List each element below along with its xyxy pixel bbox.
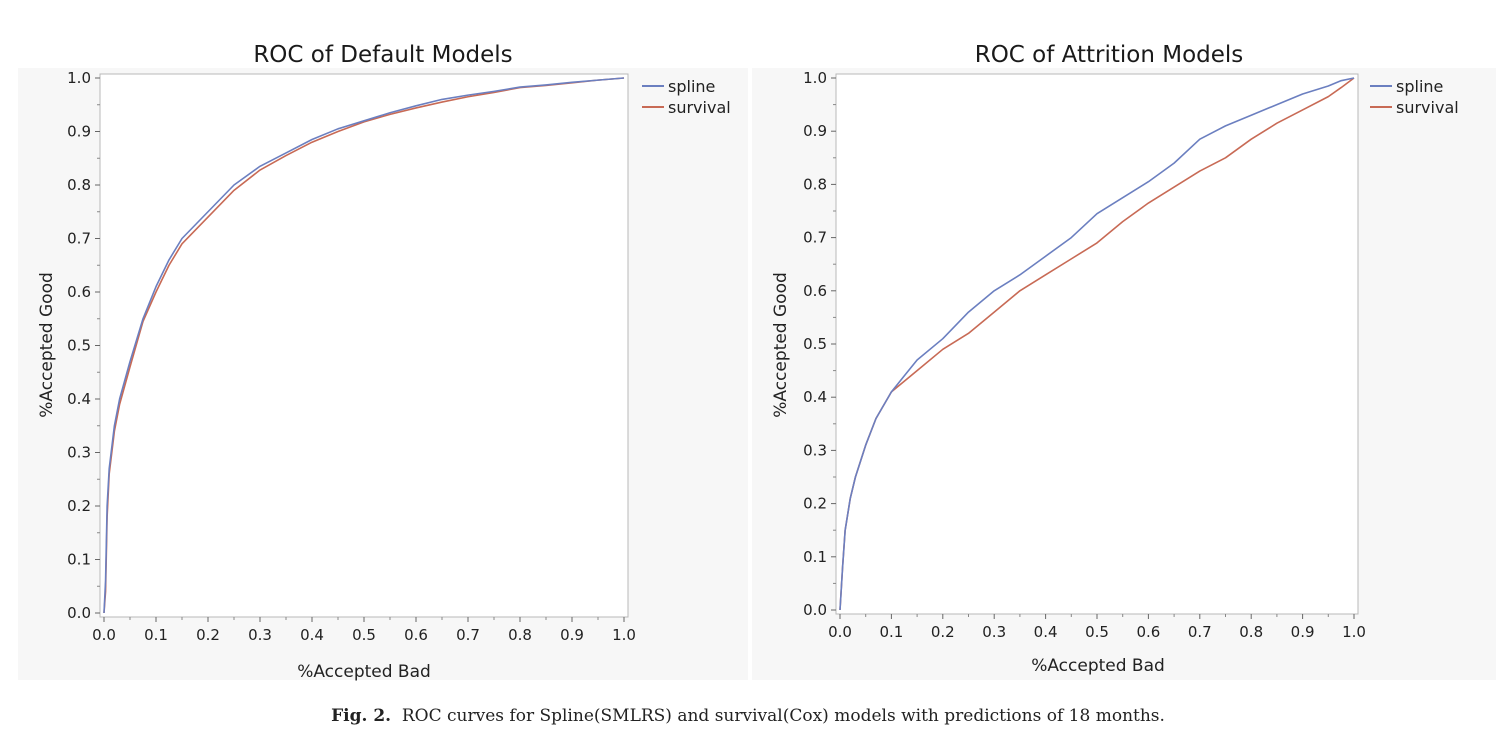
x-tick-label: 0.9 [560,626,584,644]
figure-caption: Fig. 2. ROC curves for Spline(SMLRS) and… [0,706,1496,726]
x-tick-label: 0.1 [144,626,168,644]
y-tick-label: 0.0 [67,604,91,622]
y-tick-label: 0.4 [67,390,91,408]
figure-caption-label: Fig. 2. [331,706,392,726]
y-tick-label: 0.8 [803,175,827,193]
y-axis-label: %Accepted Good [771,272,791,418]
y-tick-label: 0.6 [803,282,827,300]
y-tick-label: 0.7 [803,229,827,247]
x-tick-label: 1.0 [612,626,636,644]
y-tick-label: 0.2 [803,495,827,513]
y-tick-label: 0.4 [803,388,827,406]
roc-attrition-chart: ROC of Attrition Models 0.0 0.1 0.2 0.3 0.4 0.… [752,42,1496,680]
legend-label-survival: survival [668,98,731,117]
x-axis-label: %Accepted Bad [297,662,431,682]
plot-area [99,73,629,618]
y-tick-label: 0.9 [803,122,827,140]
y-tick-label: 1.0 [67,69,91,87]
x-tick-label: 0.0 [828,623,852,641]
chart-panel-default: ROC of Default Models 0.0 0.1 0.2 0.3 0.4 0.5 0… [18,0,748,690]
y-tick-label: 1.0 [803,69,827,87]
y-tick-label: 0.7 [67,230,91,248]
x-tick-label: 0.7 [1188,623,1212,641]
y-tick-label: 0.6 [67,283,91,301]
legend-label-spline: spline [668,77,715,96]
chart-title: ROC of Attrition Models [975,42,1244,68]
y-axis-label: %Accepted Good [37,272,57,418]
series-line-spline [839,77,1355,611]
roc-default-chart: ROC of Default Models 0.0 0.1 0.2 0.3 0.4 0.5 0… [18,42,748,682]
y-tick-label: 0.3 [67,444,91,462]
x-tick-label: 0.4 [300,626,324,644]
x-tick-label: 0.2 [196,626,220,644]
series-line-spline [103,77,625,614]
figure-caption-text: ROC curves for Spline(SMLRS) and surviva… [401,706,1165,726]
x-tick-label: 0.5 [352,626,376,644]
y-tick-label: 0.1 [67,551,91,569]
x-tick-label: 0.4 [1034,623,1058,641]
chart-panel-attrition: ROC of Attrition Models 0.0 0.1 0.2 0.3 0.4 0.… [752,0,1496,690]
y-tick-label: 0.2 [67,497,91,515]
plot-area [835,73,1359,615]
x-tick-label: 0.8 [1239,623,1263,641]
x-tick-label: 0.6 [1136,623,1160,641]
legend-label-survival: survival [1396,98,1459,117]
x-tick-label: 0.0 [92,626,116,644]
x-tick-label: 0.2 [931,623,955,641]
chart-title: ROC of Default Models [253,42,512,68]
x-tick-label: 1.0 [1342,623,1366,641]
x-tick-label: 0.5 [1085,623,1109,641]
x-tick-label: 0.3 [982,623,1006,641]
y-tick-label: 0.5 [803,335,827,353]
x-tick-label: 0.9 [1291,623,1315,641]
y-tick-label: 0.5 [67,337,91,355]
x-tick-label: 0.3 [248,626,272,644]
x-tick-label: 0.7 [456,626,480,644]
x-axis-label: %Accepted Bad [1031,656,1165,676]
y-tick-label: 0.3 [803,441,827,459]
y-tick-label: 0.8 [67,176,91,194]
legend-label-spline: spline [1396,77,1443,96]
y-tick-label: 0.9 [67,123,91,141]
x-tick-label: 0.6 [404,626,428,644]
y-tick-label: 0.0 [803,601,827,619]
y-tick-label: 0.1 [803,548,827,566]
x-tick-label: 0.8 [508,626,532,644]
x-tick-label: 0.1 [879,623,903,641]
